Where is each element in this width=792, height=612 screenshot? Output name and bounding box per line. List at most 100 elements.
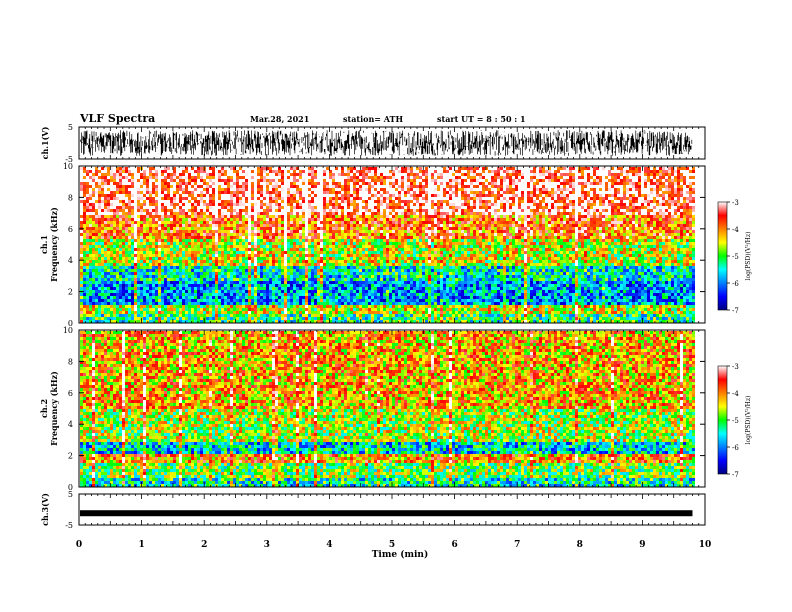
spectrogram-cell <box>128 287 131 290</box>
spectrogram-cell <box>134 263 137 266</box>
spectrogram-cell <box>170 245 173 248</box>
spectrogram-cell <box>329 290 332 293</box>
spectrogram-cell <box>302 317 305 320</box>
spectrogram-cell <box>326 242 329 245</box>
spectrogram-cell <box>155 188 158 191</box>
spectrogram-cell <box>227 296 230 299</box>
spectrogram-cell <box>161 302 164 305</box>
spectrogram-cell <box>101 263 104 266</box>
spectrogram-cell <box>83 254 86 257</box>
spectrogram-cell <box>239 173 242 176</box>
spectrogram-cell <box>140 191 143 194</box>
spectrogram-cell <box>170 197 173 200</box>
spectrogram-cell <box>200 308 203 311</box>
spectrogram-cell <box>83 317 86 320</box>
spectrogram-cell <box>341 185 344 188</box>
spectrogram-cell <box>299 173 302 176</box>
spectrogram-cell <box>344 293 347 296</box>
spectrogram-cell <box>332 197 335 200</box>
spectrogram-cell <box>185 293 188 296</box>
spectrogram-cell <box>140 266 143 269</box>
spectrogram-cell <box>266 239 269 242</box>
spectrogram-cell <box>143 263 146 266</box>
spectrogram-cell <box>269 173 272 176</box>
spectrogram-cell <box>182 302 185 305</box>
spectrogram-cell <box>116 176 119 179</box>
spectrogram-cell <box>347 317 350 320</box>
spectrogram-cell <box>314 230 317 233</box>
spectrogram-cell <box>302 251 305 254</box>
spectrogram-cell <box>143 215 146 218</box>
spectrogram-cell <box>221 176 224 179</box>
spectrogram-cell <box>155 311 158 314</box>
spectrogram-cell <box>191 275 194 278</box>
spectrogram-cell <box>104 200 107 203</box>
spectrogram-cell <box>245 191 248 194</box>
spectrogram-cell <box>287 167 290 170</box>
spectrogram-cell <box>335 176 338 179</box>
spectrogram-cell <box>308 176 311 179</box>
spectrogram-cell <box>245 260 248 263</box>
spectrogram-cell <box>98 233 101 236</box>
spectrogram-cell <box>326 239 329 242</box>
spectrogram-cell <box>284 308 287 311</box>
spectrogram-cell <box>98 317 101 320</box>
spectrogram-cell <box>167 173 170 176</box>
spectrogram-cell <box>86 254 89 257</box>
spectrogram-cell <box>341 251 344 254</box>
spectrogram-cell <box>236 176 239 179</box>
spectrogram-cell <box>104 188 107 191</box>
spectrogram-cell <box>341 227 344 230</box>
spectrogram-cell <box>329 197 332 200</box>
spectrogram-cell <box>167 170 170 173</box>
spectrogram-cell <box>170 293 173 296</box>
spectrogram-cell <box>323 248 326 251</box>
spectrogram-cell <box>107 257 110 260</box>
spectrogram-cell <box>149 236 152 239</box>
spectrogram-cell <box>269 188 272 191</box>
spectrogram-cell <box>335 218 338 221</box>
spectrogram-cell <box>203 260 206 263</box>
spectrogram-cell <box>164 239 167 242</box>
spectrogram-cell <box>227 251 230 254</box>
spectrogram-cell <box>164 218 167 221</box>
spectrogram-cell <box>314 200 317 203</box>
spectrogram-cell <box>122 311 125 314</box>
spectrogram-cell <box>224 215 227 218</box>
spectrogram-cell <box>266 194 269 197</box>
spectrogram-cell <box>326 206 329 209</box>
spectrogram-cell <box>116 287 119 290</box>
spectrogram-cell <box>338 263 341 266</box>
spectrogram-cell <box>167 230 170 233</box>
spectrogram-cell <box>329 215 332 218</box>
spectrogram-cell <box>206 278 209 281</box>
spectrogram-cell <box>191 173 194 176</box>
spectrogram-cell <box>269 239 272 242</box>
spectrogram-cell <box>338 194 341 197</box>
spectrogram-cell <box>302 266 305 269</box>
spectrogram-cell <box>179 266 182 269</box>
spectrogram-cell <box>98 203 101 206</box>
spectrogram-cell <box>110 290 113 293</box>
spectrogram-cell <box>113 203 116 206</box>
spectrogram-cell <box>251 278 254 281</box>
spectrogram-cell <box>119 272 122 275</box>
spectrogram-cell <box>92 173 95 176</box>
spectrogram-cell <box>113 218 116 221</box>
spectrogram-cell <box>248 245 251 248</box>
spectrogram-cell <box>185 308 188 311</box>
spectrogram-cell <box>245 287 248 290</box>
spectrogram-cell <box>329 179 332 182</box>
spectrogram-cell <box>287 248 290 251</box>
spectrogram-cell <box>191 251 194 254</box>
spectrogram-cell <box>158 308 161 311</box>
spectrogram-cell <box>296 296 299 299</box>
spectrogram-cell <box>107 230 110 233</box>
spectrogram-cell <box>137 278 140 281</box>
spectrogram-cell <box>212 257 215 260</box>
spectrogram-cell <box>212 215 215 218</box>
spectrogram-cell <box>101 224 104 227</box>
spectrogram-cell <box>221 266 224 269</box>
spectrogram-cell <box>323 212 326 215</box>
spectrogram-cell <box>95 245 98 248</box>
